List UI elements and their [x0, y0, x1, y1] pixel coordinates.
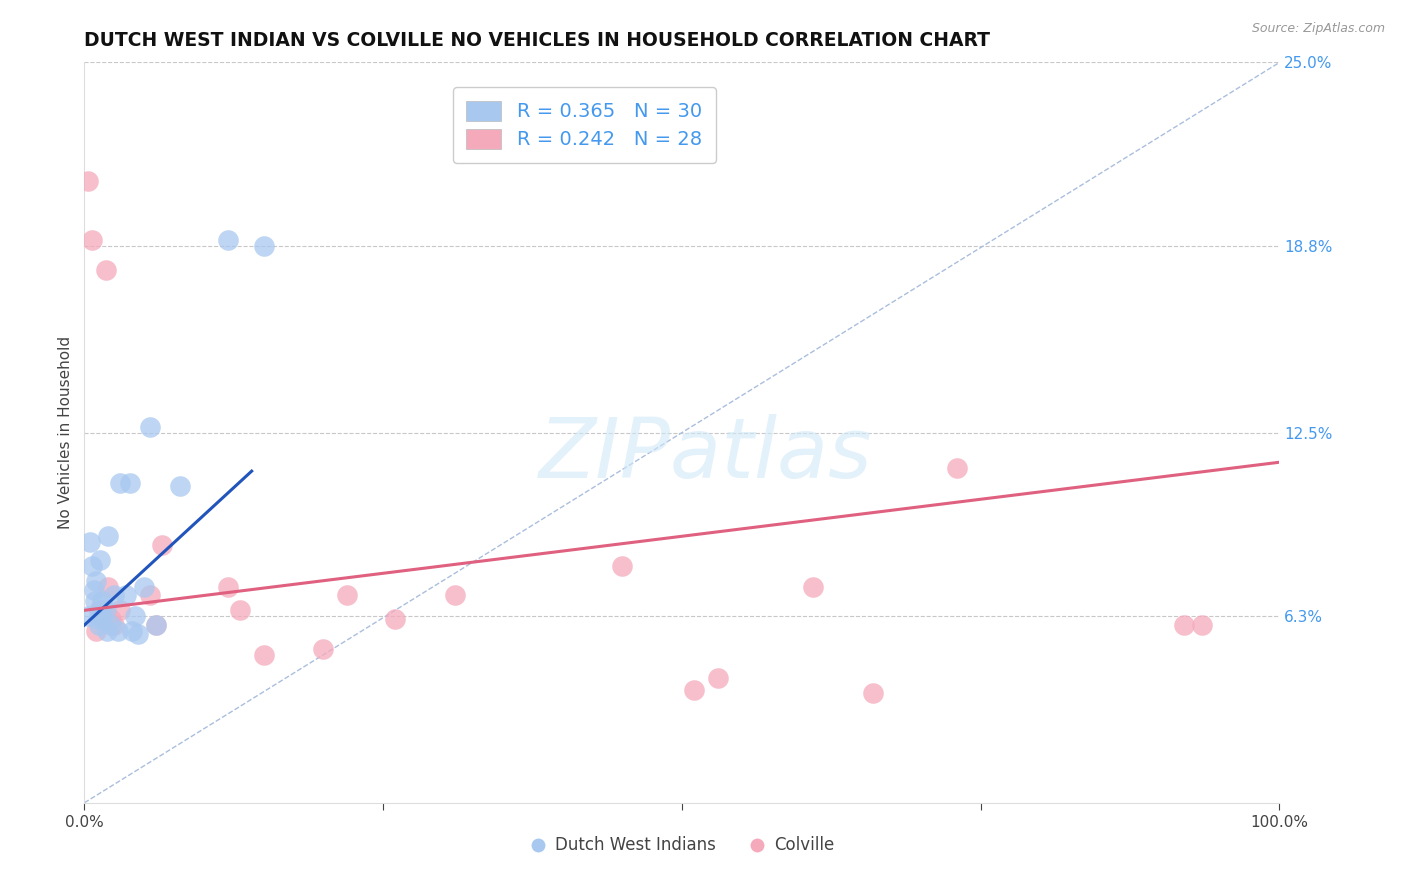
Point	[86, 574, 108, 588]
Point	[86, 612, 108, 626]
Point	[150, 538, 173, 552]
Point	[946, 461, 969, 475]
Point	[79, 535, 101, 549]
Point	[169, 479, 191, 493]
Point	[83, 582, 105, 597]
Point	[217, 233, 239, 247]
Point	[803, 580, 825, 594]
Point	[127, 627, 149, 641]
Point	[145, 618, 167, 632]
Point	[444, 589, 467, 603]
Point	[110, 475, 132, 490]
Point	[115, 589, 138, 603]
Point	[336, 589, 359, 603]
Point	[84, 594, 107, 608]
Point	[96, 624, 118, 638]
Point	[384, 612, 406, 626]
Point	[253, 239, 276, 253]
Point	[1173, 618, 1195, 632]
Point	[612, 558, 634, 573]
Point	[87, 618, 110, 632]
Point	[862, 686, 884, 700]
Text: ZIPatlas: ZIPatlas	[538, 414, 873, 495]
Point	[97, 529, 120, 543]
Point	[86, 624, 108, 638]
Point	[121, 624, 143, 638]
Point	[217, 580, 239, 594]
Point	[100, 612, 122, 626]
Point	[118, 475, 141, 490]
Point	[77, 174, 100, 188]
Point	[103, 618, 125, 632]
Text: Source: ZipAtlas.com: Source: ZipAtlas.com	[1251, 22, 1385, 36]
Point	[103, 589, 125, 603]
Legend: Dutch West Indians, Colville: Dutch West Indians, Colville	[523, 830, 841, 861]
Point	[253, 648, 276, 662]
Point	[124, 609, 146, 624]
Text: DUTCH WEST INDIAN VS COLVILLE NO VEHICLES IN HOUSEHOLD CORRELATION CHART: DUTCH WEST INDIAN VS COLVILLE NO VEHICLE…	[84, 30, 990, 50]
Point	[229, 603, 252, 617]
Point	[683, 683, 706, 698]
Point	[80, 558, 103, 573]
Point	[90, 603, 112, 617]
Point	[77, 609, 100, 624]
Point	[107, 624, 129, 638]
Point	[97, 580, 120, 594]
Point	[139, 419, 162, 434]
Point	[132, 580, 156, 594]
Y-axis label: No Vehicles in Household: No Vehicles in Household	[58, 336, 73, 529]
Point	[139, 589, 162, 603]
Point	[80, 233, 103, 247]
Point	[89, 553, 111, 567]
Point	[91, 609, 114, 624]
Point	[1191, 618, 1213, 632]
Point	[87, 603, 110, 617]
Point	[94, 262, 117, 277]
Point	[100, 618, 122, 632]
Point	[94, 603, 117, 617]
Point	[145, 618, 167, 632]
Point	[110, 603, 132, 617]
Point	[93, 612, 115, 626]
Point	[312, 641, 335, 656]
Point	[91, 594, 114, 608]
Point	[707, 672, 730, 686]
